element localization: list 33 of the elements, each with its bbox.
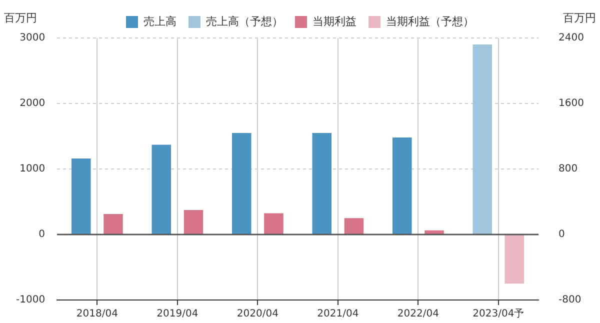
y-tick-label: 3000 (20, 32, 46, 44)
bar (392, 138, 412, 234)
bar (72, 158, 91, 234)
y2-axis-title: 百万円 (563, 11, 596, 24)
y2-tick-label: -800 (558, 294, 582, 306)
x-tick-label: 2020/04 (236, 308, 278, 320)
bar (232, 132, 252, 234)
bar (344, 218, 364, 234)
x-tick-label: 2019/04 (156, 308, 198, 320)
bar (504, 234, 524, 284)
bar (184, 210, 204, 234)
bar (472, 44, 492, 234)
legend-label: 売上高（予想） (206, 14, 283, 28)
y2-tick-label: 0 (558, 229, 565, 240)
bar (104, 214, 123, 234)
legend-label: 売上高 (144, 14, 176, 28)
x-tick-label: 2018/04 (76, 308, 118, 320)
x-tick-label: 2023/04予 (472, 308, 524, 320)
bar (264, 213, 284, 234)
y2-tick-label: 1600 (558, 98, 584, 110)
y-tick-label: -1000 (16, 294, 46, 306)
y2-tick-label: 2400 (558, 32, 584, 44)
x-tick-label: 2021/04 (317, 308, 359, 320)
x-tick-label: 2022/04 (397, 308, 439, 320)
bar (152, 144, 172, 234)
y-tick-label: 2000 (20, 98, 46, 110)
legend-label: 当期利益 (312, 14, 356, 28)
legend-label: 当期利益（予想） (386, 14, 474, 28)
y-tick-label: 0 (38, 229, 46, 240)
bar (312, 132, 332, 234)
y-tick-label: 1000 (20, 164, 46, 175)
y-axis-title: 百万円 (4, 11, 37, 24)
y2-tick-label: 800 (558, 164, 578, 175)
